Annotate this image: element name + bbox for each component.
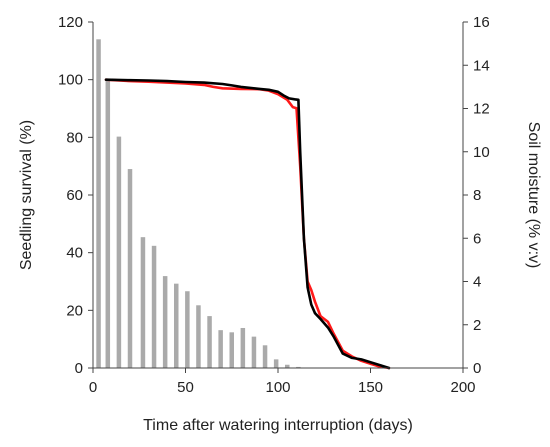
y-left-tick-label: 40 [66, 245, 83, 262]
y-right-tick-label: 16 [473, 14, 490, 31]
y-left-tick-label: 80 [66, 129, 83, 146]
survival-bar [240, 327, 246, 368]
y-axis-left-title: Seedling survival (%) [18, 120, 35, 270]
moisture-line-2 [104, 78, 391, 370]
x-tick-label: 200 [450, 379, 475, 396]
survival-bar [196, 305, 201, 368]
y-right-tick-label: 12 [473, 101, 490, 118]
survival-bar [96, 39, 101, 369]
survival-bar [185, 291, 190, 368]
moisture-line-1 [104, 78, 391, 370]
survival-bar [174, 283, 179, 368]
y-right-tick-label: 4 [473, 274, 481, 291]
survival-bar [218, 330, 223, 368]
ticks-layer: 0 50 100 150 200 0 20 40 60 80 100 120 0 2 4 6 8 10 12 14 16 [58, 14, 490, 396]
y-left-tick-label: 20 [66, 302, 83, 319]
survival-bar [262, 345, 268, 368]
bars-layer [96, 39, 323, 369]
survival-bar [151, 245, 157, 368]
survival-bar [105, 80, 111, 368]
y-right-tick-label: 14 [473, 57, 490, 74]
y-left-tick-label: 100 [58, 72, 83, 89]
survival-bar [285, 364, 290, 368]
x-tick-label: 50 [177, 379, 194, 396]
y-right-tick-label: 0 [473, 360, 481, 377]
y-axis-right-title: Soil moisture (% v:v) [525, 122, 542, 269]
lines-layer [104, 78, 391, 370]
x-tick-label: 100 [265, 379, 290, 396]
y-right-tick-label: 8 [473, 187, 481, 204]
x-tick-label: 0 [89, 379, 97, 396]
survival-bar [296, 366, 301, 368]
survival-bar [251, 336, 257, 368]
axes-layer [92, 22, 464, 369]
y-left-tick-label: 120 [58, 14, 83, 31]
y-right-tick-label: 10 [473, 144, 490, 161]
y-left-tick-label: 0 [75, 360, 83, 377]
survival-bar [273, 359, 279, 368]
survival-bar [140, 237, 146, 368]
survival-bar [229, 332, 234, 368]
survival-bar [207, 316, 212, 368]
survival-bar [162, 276, 168, 368]
x-tick-label: 150 [358, 379, 383, 396]
survival-bar [127, 169, 133, 368]
survival-bar [116, 136, 122, 368]
y-right-tick-label: 6 [473, 230, 481, 247]
y-right-tick-label: 2 [473, 317, 481, 334]
y-left-tick-label: 60 [66, 187, 83, 204]
x-axis-title: Time after watering interruption (days) [143, 417, 413, 434]
